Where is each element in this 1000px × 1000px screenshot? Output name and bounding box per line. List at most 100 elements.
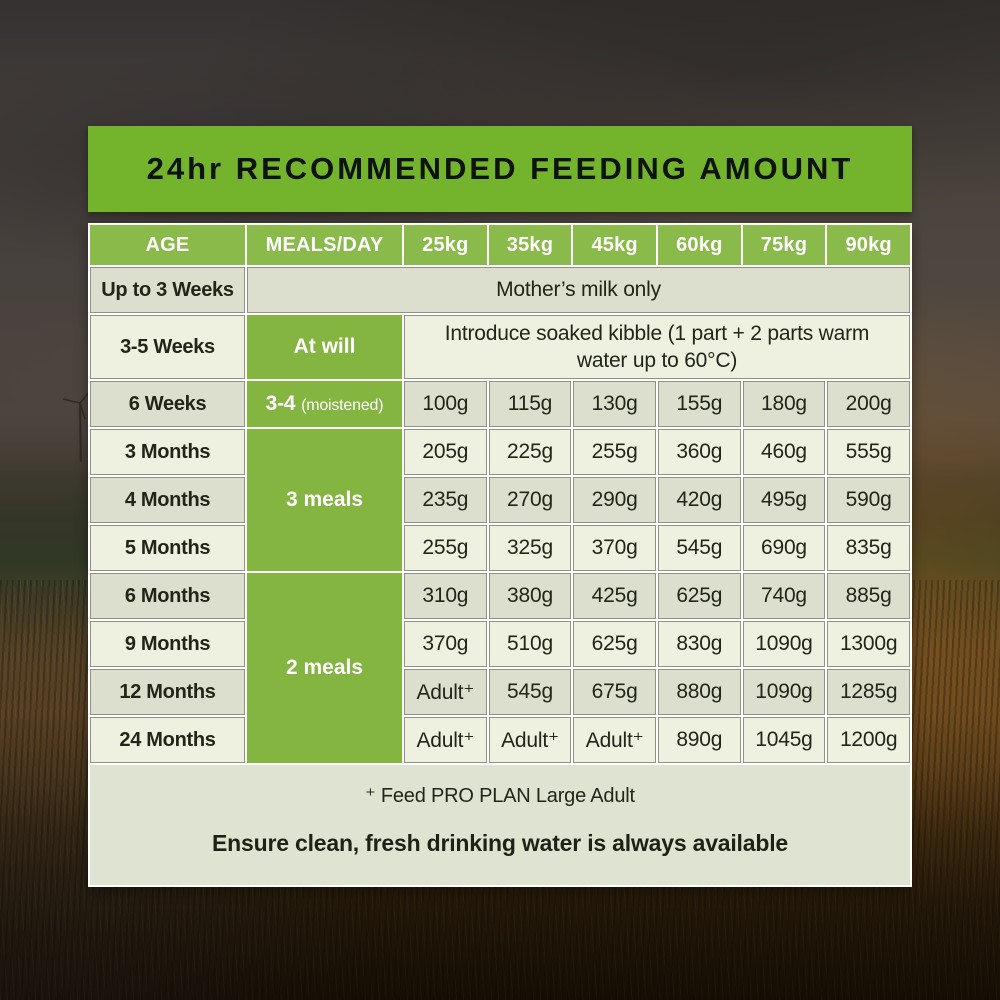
header-75kg: 75kg <box>742 225 826 265</box>
wind-turbine-icon <box>62 388 93 463</box>
value-cell: Adult⁺ <box>488 717 572 763</box>
value-cell: 255g <box>573 429 656 475</box>
value-cell: Adult⁺ <box>404 717 487 763</box>
age-cell: 3-5 Weeks <box>90 315 245 379</box>
value-cell: 510g <box>488 621 572 667</box>
value-cell: 1200g <box>827 717 910 763</box>
age-cell: 5 Months <box>90 525 245 571</box>
value-cell: 555g <box>827 429 910 475</box>
water-note: Ensure clean, fresh drinking water is al… <box>212 830 788 856</box>
value-cell: 690g <box>742 525 826 571</box>
value-cell: 225g <box>488 429 572 475</box>
value-cell: 380g <box>488 573 572 619</box>
meals-cell: At will <box>247 315 402 379</box>
meals-cell-2-meals: 2 meals <box>247 573 402 763</box>
table-row-6-months: 6 Months 2 meals 310g 380g 425g 625g 740… <box>90 573 910 763</box>
value-cell: 100g <box>404 381 487 427</box>
header-45kg: 45kg <box>573 225 656 265</box>
age-cell: 9 Months <box>90 621 245 667</box>
value-cell: 1090g <box>742 669 826 715</box>
value-cell: 310g <box>404 573 487 619</box>
value-cell: 235g <box>404 477 487 523</box>
page-title: 24hr RECOMMENDED FEEDING AMOUNT <box>146 151 854 186</box>
feeding-table: AGE MEALS/DAY 25kg 35kg 45kg 60kg 75kg 9… <box>88 223 912 887</box>
value-cell: 200g <box>827 381 910 427</box>
value-cell: 370g <box>573 525 656 571</box>
table-row-3-5-weeks: 3-5 Weeks At will Introduce soaked kibbl… <box>90 315 910 379</box>
header-25kg: 25kg <box>404 225 487 265</box>
value-cell: 890g <box>657 717 741 763</box>
table-row-9-months: 9 Months 370g 510g 625g 830g 1090g 1300g <box>90 621 910 667</box>
value-cell: 325g <box>488 525 572 571</box>
meals-label: 3-4 <box>265 392 296 415</box>
value-cell: 425g <box>573 573 656 619</box>
header-35kg: 35kg <box>488 225 572 265</box>
age-cell: 12 Months <box>90 669 245 715</box>
value-cell: 1090g <box>742 621 826 667</box>
title-bar: 24hr RECOMMENDED FEEDING AMOUNT <box>88 126 912 212</box>
footnote: ⁺ Feed PRO PLAN Large Adult <box>365 785 635 807</box>
value-cell: 625g <box>573 621 656 667</box>
value-cell: 290g <box>573 477 656 523</box>
value-cell: 590g <box>827 477 910 523</box>
meals-label: 2 meals <box>285 656 364 679</box>
value-cell: 420g <box>657 477 741 523</box>
age-cell: 3 Months <box>90 429 245 475</box>
header-meals-per-day: MEALS/DAY <box>247 225 402 265</box>
value-cell: 460g <box>742 429 826 475</box>
value-cell: 115g <box>488 381 572 427</box>
age-cell: 6 Months <box>90 573 245 619</box>
table-header: AGE MEALS/DAY 25kg 35kg 45kg 60kg 75kg 9… <box>90 225 910 265</box>
header-90kg: 90kg <box>827 225 910 265</box>
meals-cell: 3-4 (moistened) <box>247 381 402 427</box>
value-cell: 740g <box>742 573 826 619</box>
value-cell: 625g <box>657 573 741 619</box>
value-cell: 1285g <box>827 669 910 715</box>
header-row: AGE MEALS/DAY 25kg 35kg 45kg 60kg 75kg 9… <box>90 225 910 265</box>
value-cell: 880g <box>657 669 741 715</box>
meals-sub-label: (moistened) <box>301 397 384 414</box>
value-cell: 545g <box>657 525 741 571</box>
table-row-12-months: 12 Months Adult⁺ 545g 675g 880g 1090g 12… <box>90 669 910 715</box>
value-cell: Adult⁺ <box>573 717 656 763</box>
value-cell: 830g <box>657 621 741 667</box>
value-cell: Adult⁺ <box>404 669 487 715</box>
feeding-table-wrap: AGE MEALS/DAY 25kg 35kg 45kg 60kg 75kg 9… <box>88 223 912 887</box>
value-cell: 885g <box>827 573 910 619</box>
meals-label: 3 meals <box>285 488 364 511</box>
footer-cell: ⁺ Feed PRO PLAN Large Adult Ensure clean… <box>90 765 910 885</box>
feeding-guide-panel: 24hr RECOMMENDED FEEDING AMOUNT AGE MEAL… <box>88 126 912 887</box>
footer-row: ⁺ Feed PRO PLAN Large Adult Ensure clean… <box>90 765 910 885</box>
value-cell: 360g <box>657 429 741 475</box>
note-cell: Introduce soaked kibble (1 part + 2 part… <box>404 315 910 379</box>
table-row-up-to-3-weeks: Up to 3 Weeks Mother’s milk only <box>90 267 910 313</box>
value-cell: 495g <box>742 477 826 523</box>
meals-cell-3-meals: 3 meals <box>247 429 402 571</box>
age-cell: 6 Weeks <box>90 381 245 427</box>
table-row-3-months: 3 Months 3 meals 205g 225g 255g 360g 460… <box>90 429 910 571</box>
table-body: Up to 3 Weeks Mother’s milk only 3-5 Wee… <box>90 267 910 885</box>
value-cell: 180g <box>742 381 826 427</box>
age-cell: 24 Months <box>90 717 245 763</box>
header-age: AGE <box>90 225 245 265</box>
note-text: Introduce soaked kibble (1 part + 2 part… <box>444 321 870 372</box>
age-cell: 4 Months <box>90 477 245 523</box>
value-cell: 370g <box>404 621 487 667</box>
age-cell: Up to 3 Weeks <box>90 267 245 313</box>
value-cell: 545g <box>488 669 572 715</box>
table-row-24-months: 24 Months Adult⁺ Adult⁺ Adult⁺ 890g 1045… <box>90 717 910 763</box>
meals-label: At will <box>293 335 356 358</box>
value-cell: 1300g <box>827 621 910 667</box>
table-row-4-months: 4 Months 235g 270g 290g 420g 495g 590g <box>90 477 910 523</box>
value-cell: 270g <box>488 477 572 523</box>
value-cell: 1045g <box>742 717 826 763</box>
value-cell: 255g <box>404 525 487 571</box>
value-cell: 130g <box>573 381 656 427</box>
note-cell: Mother’s milk only <box>247 267 910 313</box>
value-cell: 835g <box>827 525 910 571</box>
table-row-6-weeks: 6 Weeks 3-4 (moistened) 100g 115g 130g 1… <box>90 381 910 427</box>
value-cell: 155g <box>657 381 741 427</box>
header-60kg: 60kg <box>657 225 741 265</box>
value-cell: 675g <box>573 669 656 715</box>
